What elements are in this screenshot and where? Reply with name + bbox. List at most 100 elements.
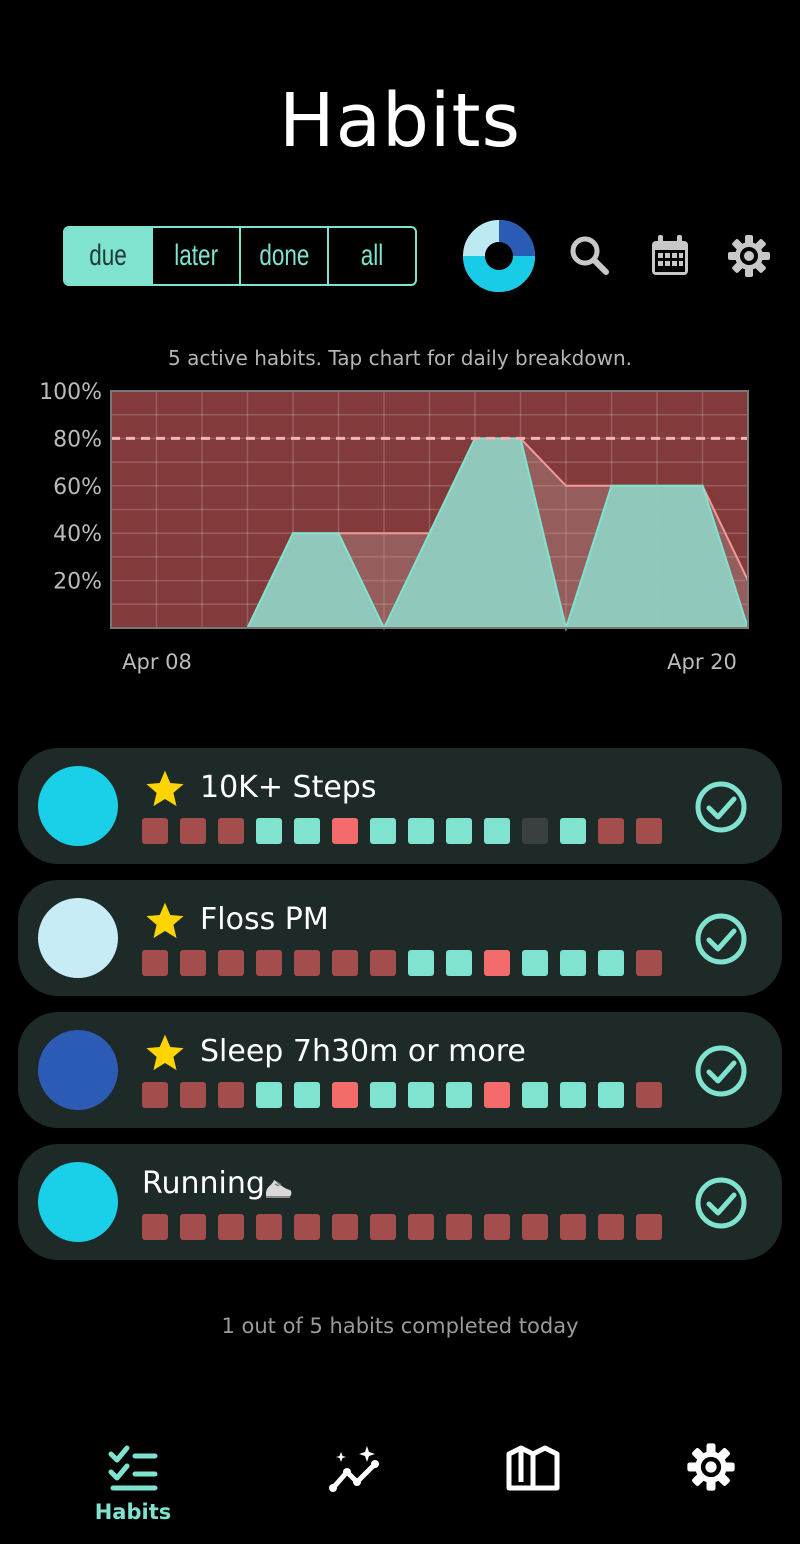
day-square[interactable]	[522, 818, 548, 844]
day-square[interactable]	[294, 950, 320, 976]
nav-journal[interactable]	[463, 1440, 603, 1530]
day-square[interactable]	[332, 1214, 358, 1240]
check-circle-icon[interactable]	[694, 780, 748, 834]
day-square[interactable]	[408, 818, 434, 844]
day-square[interactable]	[370, 1082, 396, 1108]
habit-history	[142, 818, 662, 844]
star-icon	[146, 902, 184, 939]
habit-name: 10K+ Steps	[200, 770, 377, 805]
day-square[interactable]	[636, 818, 662, 844]
calendar-icon[interactable]	[646, 232, 694, 280]
habit-card[interactable]: 10K+ Steps	[18, 748, 782, 864]
day-square[interactable]	[522, 1082, 548, 1108]
x-tick-label: Apr 20	[667, 650, 737, 674]
gear-icon[interactable]	[725, 232, 773, 280]
day-square[interactable]	[294, 1082, 320, 1108]
habit-card[interactable]: Floss PM	[18, 880, 782, 996]
day-square[interactable]	[218, 1214, 244, 1240]
day-square[interactable]	[636, 950, 662, 976]
habit-color-dot[interactable]	[38, 1030, 118, 1110]
y-tick-label: 80%	[53, 427, 102, 452]
search-icon[interactable]	[566, 232, 614, 280]
day-square[interactable]	[560, 950, 586, 976]
day-square[interactable]	[484, 1082, 510, 1108]
habit-name: Sleep 7h30m or more	[200, 1034, 526, 1069]
day-square[interactable]	[408, 950, 434, 976]
check-circle-icon[interactable]	[694, 1044, 748, 1098]
day-square[interactable]	[446, 818, 472, 844]
star-icon	[146, 1034, 184, 1071]
day-square[interactable]	[408, 1082, 434, 1108]
day-square[interactable]	[142, 1214, 168, 1240]
day-square[interactable]	[332, 818, 358, 844]
day-square[interactable]	[180, 1082, 206, 1108]
page-title: Habits	[278, 78, 522, 164]
day-square[interactable]	[218, 1082, 244, 1108]
day-square[interactable]	[180, 950, 206, 976]
habit-card[interactable]: Running	[18, 1144, 782, 1260]
day-square[interactable]	[560, 1082, 586, 1108]
day-square[interactable]	[484, 950, 510, 976]
day-square[interactable]	[142, 818, 168, 844]
day-square[interactable]	[218, 818, 244, 844]
day-square[interactable]	[446, 950, 472, 976]
day-square[interactable]	[636, 1082, 662, 1108]
day-square[interactable]	[218, 950, 244, 976]
tab-later[interactable]: later	[153, 228, 241, 284]
y-tick-label: 40%	[53, 522, 102, 547]
day-square[interactable]	[256, 1214, 282, 1240]
chart-border	[110, 390, 749, 629]
star-icon	[146, 770, 184, 807]
day-square[interactable]	[560, 818, 586, 844]
day-square[interactable]	[446, 1214, 472, 1240]
day-square[interactable]	[294, 818, 320, 844]
day-square[interactable]	[598, 1214, 624, 1240]
tab-due[interactable]: due	[65, 228, 153, 284]
day-square[interactable]	[332, 1082, 358, 1108]
day-square[interactable]	[256, 818, 282, 844]
day-square[interactable]	[142, 950, 168, 976]
habit-name: Floss PM	[200, 902, 329, 937]
y-tick-label: 20%	[53, 570, 102, 595]
day-square[interactable]	[484, 1214, 510, 1240]
completion-chart[interactable]: 20% 40% 60% 80% 100% Apr 08 Apr 20	[0, 374, 800, 684]
day-square[interactable]	[560, 1214, 586, 1240]
day-square[interactable]	[522, 950, 548, 976]
habit-card[interactable]: Sleep 7h30m or more	[18, 1012, 782, 1128]
habit-name: Running	[142, 1166, 265, 1201]
tab-all[interactable]: all	[360, 239, 384, 272]
day-square[interactable]	[180, 818, 206, 844]
day-square[interactable]	[522, 1214, 548, 1240]
tab-done[interactable]: done	[241, 228, 329, 284]
y-tick-label: 60%	[53, 475, 102, 500]
habit-history	[142, 1082, 662, 1108]
nav-stats[interactable]	[285, 1440, 425, 1530]
nav-habits-label: Habits	[94, 1500, 172, 1524]
habit-color-dot[interactable]	[38, 766, 118, 846]
day-square[interactable]	[408, 1214, 434, 1240]
day-square[interactable]	[598, 818, 624, 844]
check-circle-icon[interactable]	[694, 912, 748, 966]
nav-habits[interactable]: Habits	[63, 1440, 203, 1530]
habit-color-dot[interactable]	[38, 1162, 118, 1242]
day-square[interactable]	[370, 818, 396, 844]
day-square[interactable]	[598, 950, 624, 976]
day-square[interactable]	[256, 1082, 282, 1108]
nav-settings[interactable]	[641, 1440, 781, 1530]
day-square[interactable]	[370, 1214, 396, 1240]
check-circle-icon[interactable]	[694, 1176, 748, 1230]
day-square[interactable]	[332, 950, 358, 976]
day-square[interactable]	[636, 1214, 662, 1240]
day-square[interactable]	[180, 1214, 206, 1240]
day-square[interactable]	[446, 1082, 472, 1108]
day-square[interactable]	[256, 950, 282, 976]
completion-summary: 1 out of 5 habits completed today	[221, 1314, 579, 1338]
day-square[interactable]	[370, 950, 396, 976]
day-square[interactable]	[142, 1082, 168, 1108]
trend-sparkle-icon	[329, 1446, 379, 1492]
day-square[interactable]	[598, 1082, 624, 1108]
habit-color-dot[interactable]	[38, 898, 118, 978]
day-square[interactable]	[484, 818, 510, 844]
progress-donut-icon[interactable]	[463, 220, 535, 292]
day-square[interactable]	[294, 1214, 320, 1240]
